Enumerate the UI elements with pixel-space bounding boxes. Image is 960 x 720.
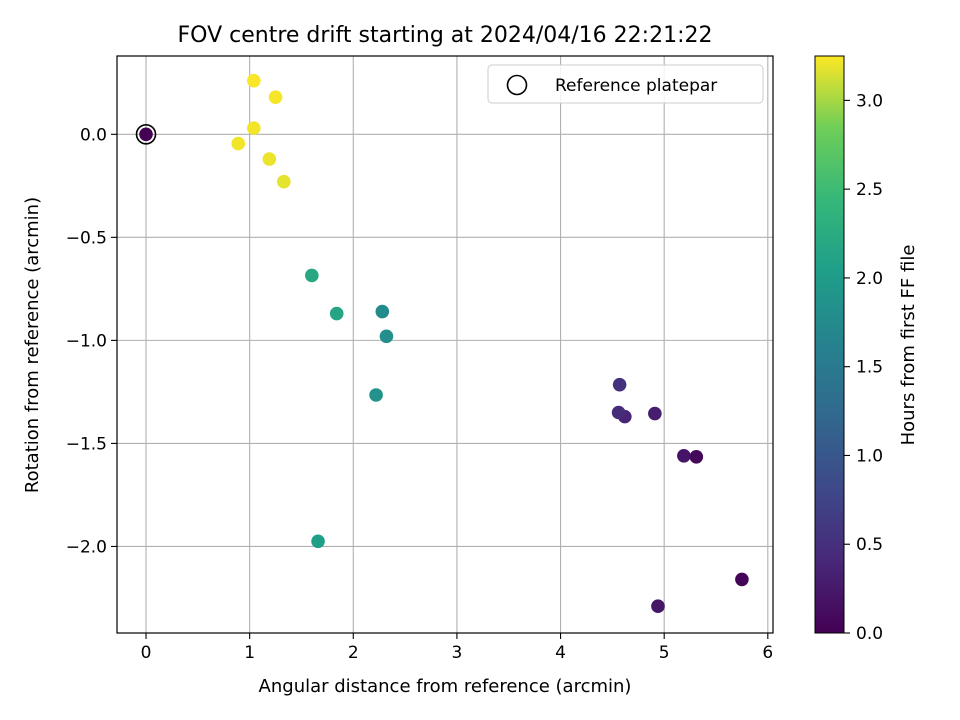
x-tick-label: 6 bbox=[762, 643, 773, 663]
x-tick-label: 1 bbox=[244, 643, 255, 663]
data-point bbox=[139, 127, 153, 142]
colorbar-ticks: 0.0 0.5 1.0 1.5 2.0 2.5 3.0 bbox=[844, 91, 883, 644]
data-point bbox=[369, 388, 383, 402]
data-point bbox=[689, 450, 704, 464]
data-point bbox=[231, 136, 246, 151]
grid-lines bbox=[117, 56, 773, 633]
x-tick-label: 4 bbox=[555, 643, 566, 663]
colorbar: 0.0 0.5 1.0 1.5 2.0 2.5 3.0 Hours from first F… bbox=[814, 55, 919, 644]
legend: Reference platepar bbox=[487, 64, 764, 104]
colorbar-tick-label: 0.5 bbox=[856, 535, 883, 555]
legend-entry-reference: Reference platepar bbox=[555, 76, 717, 96]
chart-title: FOV centre drift starting at 2024/04/16 … bbox=[178, 23, 713, 48]
reference-point bbox=[135, 124, 157, 145]
y-tick-label: −2.0 bbox=[66, 537, 107, 557]
y-tick-label: −0.5 bbox=[66, 228, 107, 248]
data-point bbox=[677, 448, 691, 463]
colorbar-tick-label: 3.0 bbox=[856, 91, 883, 111]
data-point bbox=[268, 90, 283, 105]
x-tick-label: 0 bbox=[141, 643, 152, 663]
legend-box bbox=[487, 64, 764, 104]
x-tick-label: 2 bbox=[348, 643, 359, 663]
reference-marker bbox=[135, 124, 157, 145]
data-point bbox=[379, 329, 394, 344]
colorbar-label: Hours from first FF file bbox=[898, 245, 919, 446]
data-point bbox=[246, 73, 261, 88]
data-point bbox=[329, 306, 344, 321]
data-point bbox=[651, 599, 665, 614]
data-point bbox=[262, 152, 277, 166]
data-point bbox=[612, 377, 627, 392]
data-point bbox=[246, 121, 261, 135]
data-point bbox=[305, 268, 319, 283]
data-point bbox=[648, 406, 662, 421]
colorbar-tick-label: 2.5 bbox=[856, 180, 883, 200]
y-axis-label: Rotation from reference (arcmin) bbox=[22, 197, 43, 493]
colorbar-tick-label: 2.0 bbox=[856, 269, 883, 289]
data-point bbox=[277, 174, 291, 189]
x-axis-label: Angular distance from reference (arcmin) bbox=[259, 676, 632, 697]
data-points bbox=[139, 73, 749, 614]
x-tick-label: 3 bbox=[452, 643, 463, 663]
plot-frame bbox=[116, 55, 774, 634]
y-tick-label: 0.0 bbox=[80, 125, 107, 145]
data-point bbox=[375, 304, 390, 319]
colorbar-tick-label: 0.0 bbox=[856, 624, 883, 644]
x-axis-ticks: 0 1 2 3 4 5 6 bbox=[141, 633, 773, 663]
y-axis-ticks: 0.0 −0.5 −1.0 −1.5 −2.0 bbox=[66, 125, 117, 557]
colorbar-gradient bbox=[814, 55, 845, 634]
colorbar-tick-label: 1.0 bbox=[856, 446, 883, 466]
y-tick-label: −1.0 bbox=[66, 331, 107, 351]
y-tick-label: −1.5 bbox=[66, 434, 107, 454]
x-tick-label: 5 bbox=[659, 643, 670, 663]
colorbar-tick-label: 1.5 bbox=[856, 358, 883, 378]
data-point bbox=[611, 405, 626, 420]
legend-marker bbox=[506, 74, 528, 96]
data-point bbox=[735, 572, 749, 587]
data-point bbox=[311, 534, 325, 549]
